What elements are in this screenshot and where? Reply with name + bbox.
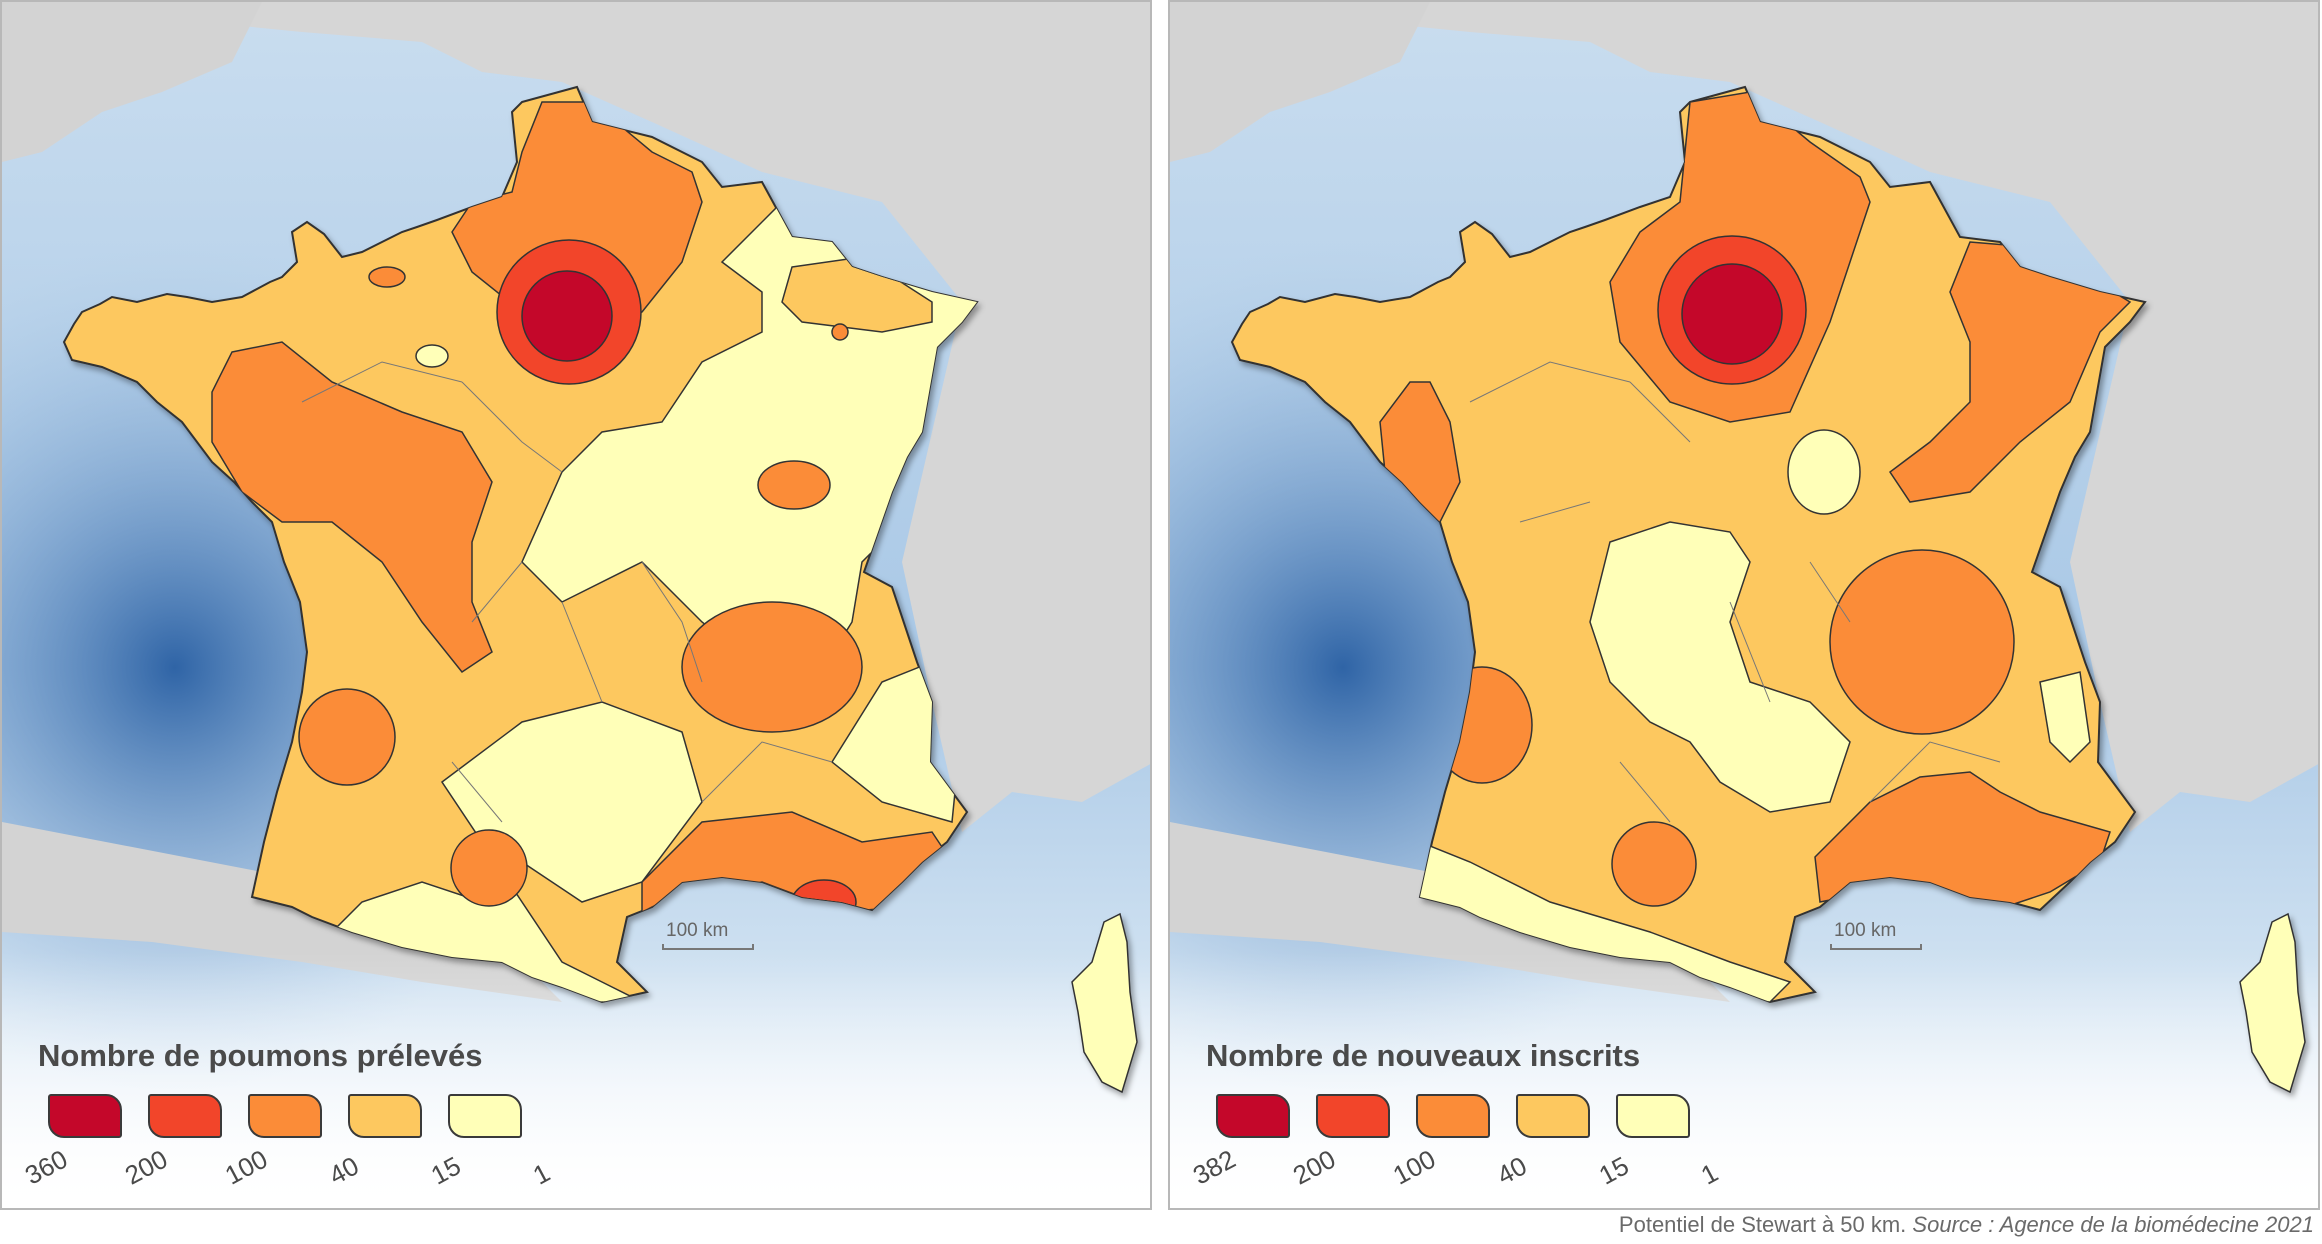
zone-class-3-caen <box>368 266 406 288</box>
scale-bar <box>1830 944 1922 950</box>
legend-swatch-class-2 <box>1516 1094 1590 1138</box>
legend-swatch-class-5 <box>48 1094 122 1138</box>
region-borders <box>1469 361 2001 823</box>
legend-swatch-class-4 <box>148 1094 222 1138</box>
scale-label: 100 km <box>1834 920 1897 941</box>
legend-swatch-class-1 <box>448 1094 522 1138</box>
zone-class-3-lyon <box>681 601 863 733</box>
map-new-registrations <box>1170 2 2318 1208</box>
map-lungs-harvested <box>2 2 1150 1208</box>
neighbouring-land <box>1290 2 2318 832</box>
bottom-fade <box>1170 952 2318 1208</box>
scale-label: 100 km <box>666 920 729 941</box>
neighbouring-land <box>122 2 1150 832</box>
legend-swatch-class-1 <box>1616 1094 1690 1138</box>
footer-source: Source : Agence de la biomédecine 2021 <box>1912 1212 2314 1237</box>
map-panel-new-registrations: 100 km Nombre de nouveaux inscrits 382 2… <box>1168 0 2320 1210</box>
zone-class-5-paris <box>1681 263 1783 365</box>
bottom-fade <box>2 952 1150 1208</box>
region-borders <box>301 361 833 823</box>
zone-class-1-rouen <box>415 344 449 368</box>
legend-swatch-class-3 <box>248 1094 322 1138</box>
zone-class-3-lyon <box>1829 549 2015 735</box>
legend-swatches <box>1216 1094 1736 1140</box>
legend-title: Nombre de poumons prélevés <box>38 1038 483 1073</box>
legend-swatch-class-5 <box>1216 1094 1290 1138</box>
scale-bar <box>662 944 754 950</box>
corsica <box>1071 912 1138 1094</box>
zone-class-3-toulouse <box>450 829 528 907</box>
zone-class-3-dijon <box>757 460 831 510</box>
britain-land <box>2 2 262 162</box>
map-panel-lungs-harvested: 100 km Nombre de poumons prélevés 360 20… <box>0 0 1152 1210</box>
legend-title: Nombre de nouveaux inscrits <box>1206 1038 1641 1073</box>
zone-class-3-nancy <box>831 323 849 341</box>
zone-class-3-toulouse <box>1611 821 1697 907</box>
legend-swatches <box>48 1094 568 1140</box>
zone-class-3-west <box>211 341 493 674</box>
legend-swatch-class-2 <box>348 1094 422 1138</box>
zone-class-5-paris <box>521 270 613 362</box>
zone-class-3-bordeaux <box>298 688 396 786</box>
corsica <box>2239 912 2306 1094</box>
zone-class-1-centre <box>1589 521 1851 813</box>
legend-swatch-class-4 <box>1316 1094 1390 1138</box>
legend-swatch-class-3 <box>1416 1094 1490 1138</box>
zone-class-1-alps <box>2039 671 2091 764</box>
footer-method: Potentiel de Stewart à 50 km. <box>1618 1212 1907 1237</box>
britain-land <box>1170 2 1430 162</box>
zone-class-1-champagne <box>1787 429 1861 515</box>
footer-caption: Potentiel de Stewart à 50 km. Source : A… <box>1619 1212 2314 1238</box>
